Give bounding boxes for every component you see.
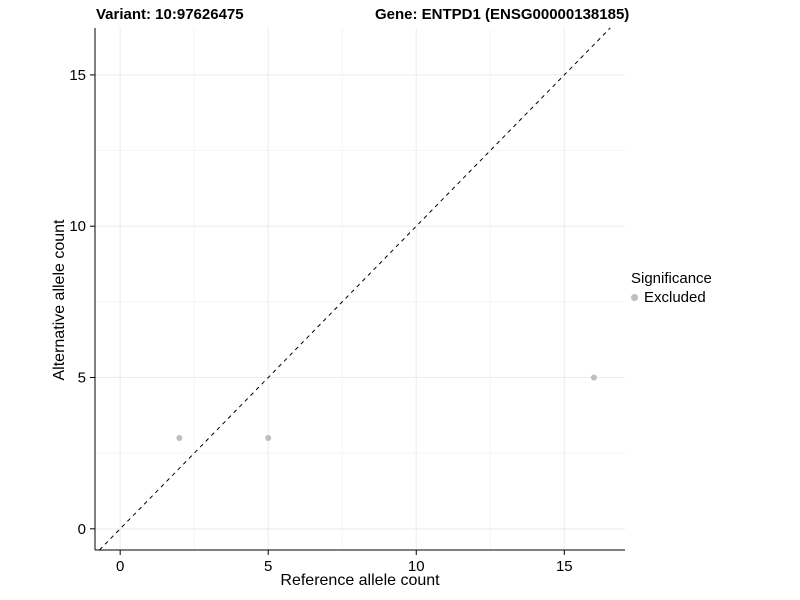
legend-point-icon (631, 294, 638, 301)
legend: Significance Excluded (631, 270, 712, 306)
y-axis-label: Alternative allele count (51, 219, 68, 381)
data-point (265, 435, 272, 442)
legend-item-excluded: Excluded (631, 289, 712, 306)
y-tick-label: 15 (69, 67, 86, 84)
data-point (176, 435, 183, 442)
legend-item-label: Excluded (644, 289, 706, 306)
legend-title: Significance (631, 270, 712, 287)
plot-title-gene: Gene: ENTPD1 (ENSG00000138185) (375, 6, 630, 23)
x-tick-label: 10 (408, 558, 425, 575)
data-point (590, 374, 597, 381)
x-tick-label: 5 (264, 558, 272, 575)
x-axis-label: Reference allele count (280, 572, 440, 589)
x-tick-label: 0 (116, 558, 124, 575)
identity-line (99, 27, 611, 551)
y-tick-label: 5 (78, 370, 86, 387)
y-tick-label: 0 (78, 521, 86, 538)
y-tick-label: 10 (69, 218, 86, 235)
plot-title-variant: Variant: 10:97626475 (96, 6, 244, 23)
x-tick-label: 15 (556, 558, 573, 575)
